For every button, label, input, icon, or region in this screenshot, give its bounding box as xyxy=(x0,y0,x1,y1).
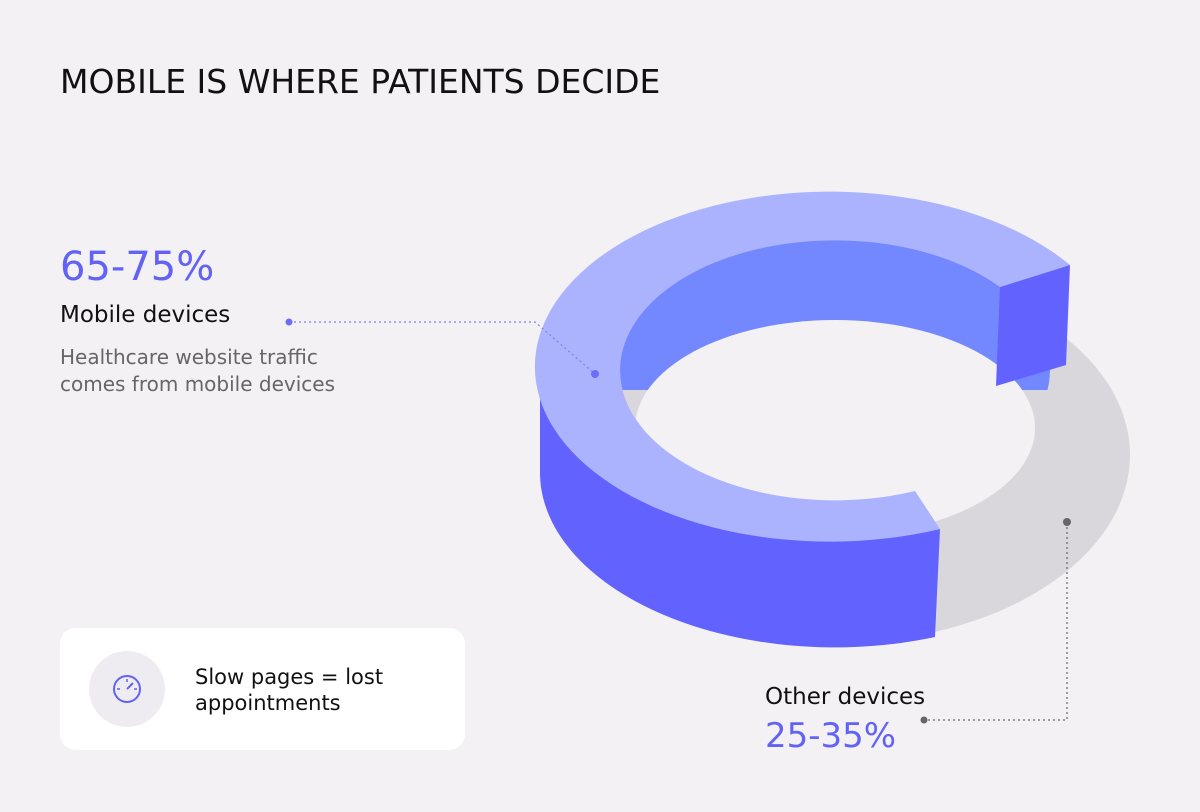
mobile-top xyxy=(534,191,1070,542)
other-leader xyxy=(924,522,1068,721)
callout-card: Slow pages = lost appointments xyxy=(60,628,465,750)
title: MOBILE IS WHERE PATIENTS DECIDE xyxy=(60,62,661,101)
mobile-leader xyxy=(289,321,596,375)
speed-icon xyxy=(89,651,165,727)
mobile-side xyxy=(539,365,940,648)
callout-text: Slow pages = lost xyxy=(195,665,384,689)
dot xyxy=(1063,518,1071,526)
other-share: 25-35% xyxy=(765,716,897,756)
dot xyxy=(285,318,293,326)
callout-text: appointments xyxy=(195,691,341,715)
mobile-share: 65-75% xyxy=(60,244,215,290)
dot xyxy=(920,716,928,724)
mobile-description: comes from mobile devices xyxy=(60,372,335,396)
hole xyxy=(635,320,1035,536)
mobile-label: Mobile devices xyxy=(60,302,231,328)
dot xyxy=(591,370,599,378)
other-label: Other devices xyxy=(765,684,926,710)
mobile-description: Healthcare website traffic xyxy=(60,345,318,369)
mobile-end xyxy=(996,265,1070,386)
